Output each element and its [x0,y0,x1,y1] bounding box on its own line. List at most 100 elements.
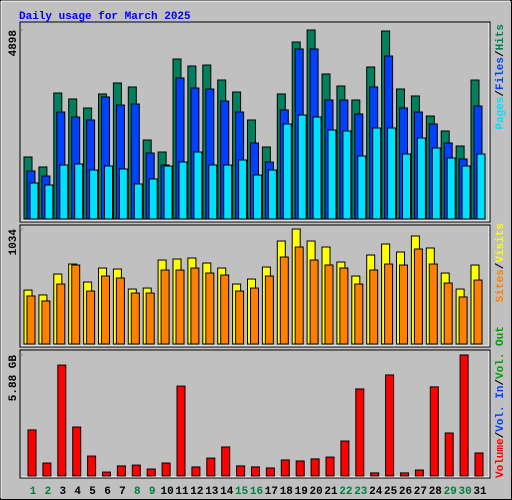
bar [325,456,335,477]
bar [86,290,96,345]
legend-separator: / [495,431,507,438]
bar [309,259,319,345]
bar [297,114,307,220]
x-tick-label: 26 [399,486,412,498]
bar [208,164,218,220]
bar [205,272,215,345]
bar [71,264,81,345]
bar [399,264,408,345]
bar [221,446,231,477]
bar [206,457,216,477]
bar [160,269,170,345]
bar [444,432,454,477]
x-tick-label: 16 [250,486,263,498]
bar [163,165,173,220]
x-tick-label: 27 [414,486,427,498]
bar [416,137,426,220]
bar [193,151,203,220]
legend-separator: / [495,50,507,57]
bar [56,283,66,345]
x-tick-label: 4 [74,486,81,498]
bar [265,467,275,477]
bar [279,256,289,345]
bar [223,164,233,220]
x-tick-label: 23 [354,486,368,498]
legend-entry: Visits [495,223,507,263]
bar [400,472,409,477]
bar [327,129,337,220]
legend-separator: / [495,379,507,386]
bar [236,465,246,477]
bar [178,161,188,220]
y-tick-label: 5.88 GB [8,355,20,402]
x-tick-label: 11 [175,486,189,498]
x-tick-label: 24 [369,486,383,498]
bar [476,153,486,220]
bar [294,246,304,345]
x-tick-label: 30 [458,486,471,498]
x-tick-label: 6 [104,486,111,498]
bar [104,165,113,220]
x-tick-label: 15 [235,486,249,498]
y-tick-label: 4898 [8,30,20,57]
bar [250,287,259,345]
bar [474,452,484,477]
x-tick-label: 19 [295,486,308,498]
x-tick-label: 2 [45,486,52,498]
bar [133,183,143,220]
bar [146,468,156,477]
panel [19,349,491,479]
x-tick-label: 7 [119,486,126,498]
x-tick-label: 14 [220,486,234,498]
legend-entry: Pages [495,97,507,130]
bar [238,159,248,220]
bar [118,168,128,220]
bar [312,116,322,220]
y-tick-label: 1034 [8,229,20,256]
x-tick-label: 22 [339,486,352,498]
bar [72,426,82,477]
bar [191,466,201,477]
bar [324,264,334,345]
bar [458,296,468,345]
bar [176,385,186,477]
bar [59,164,69,220]
bar [235,290,245,345]
bar [41,300,51,345]
bar [26,295,36,345]
bar [89,169,99,220]
bar [175,269,185,345]
bar [102,471,111,477]
bar [29,182,39,220]
legend: Volume/Vol. In/Vol. Out [495,326,507,478]
bar [264,275,274,345]
x-tick-label: 21 [324,486,338,498]
bar [461,165,471,220]
bar [385,374,395,477]
bar [369,269,379,345]
bar [354,283,364,345]
bar [145,292,155,345]
bar [87,455,97,477]
bar [413,248,423,345]
x-tick-label: 3 [59,486,66,498]
legend-entry: Files [495,57,507,90]
x-tick-label: 9 [149,486,156,498]
legend-separator: / [495,262,507,269]
bar [280,459,290,477]
bar [251,466,260,477]
x-tick-label: 31 [473,486,487,498]
bar [340,440,350,477]
chart-title: Daily usage for March 2025 [19,11,191,23]
x-tick-label: 12 [190,486,203,498]
legend-separator: / [495,90,507,97]
x-tick-label: 29 [444,486,457,498]
bar [115,277,125,345]
bar [116,465,126,477]
bar [74,163,84,220]
x-tick-label: 8 [134,486,141,498]
x-tick-label: 20 [309,486,322,498]
legend-entry: Vol. Out [495,326,507,379]
legend-entry: Volume [495,438,507,478]
bar [27,429,37,477]
